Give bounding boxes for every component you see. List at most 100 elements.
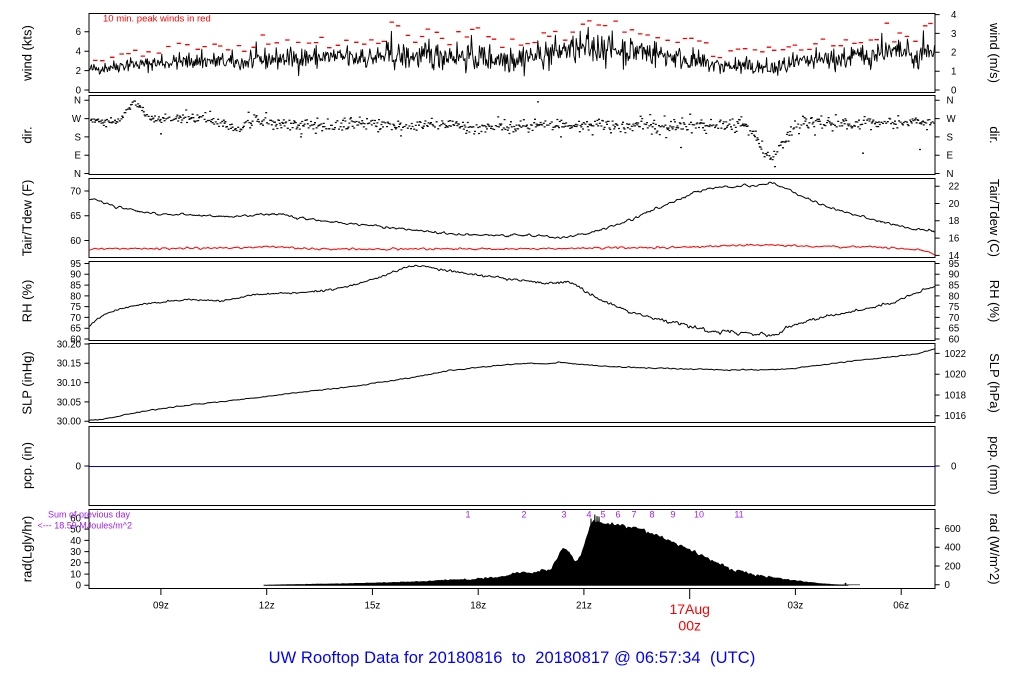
svg-text:E: E [75, 151, 82, 162]
svg-text:90: 90 [949, 270, 960, 281]
svg-text:95: 95 [70, 259, 81, 270]
svg-text:RH (%): RH (%) [20, 280, 35, 323]
svg-text:pcp. (mm): pcp. (mm) [987, 436, 1002, 495]
svg-text:2: 2 [76, 66, 81, 77]
svg-text:4: 4 [586, 510, 591, 520]
svg-text:0: 0 [945, 580, 951, 591]
svg-text:0: 0 [76, 581, 82, 592]
svg-text:0: 0 [76, 461, 82, 472]
svg-text:60: 60 [70, 334, 81, 345]
svg-text:9: 9 [670, 510, 675, 520]
svg-text:22: 22 [949, 182, 960, 193]
svg-text:W: W [947, 114, 957, 125]
svg-text:1016: 1016 [945, 411, 967, 422]
svg-text:N: N [947, 169, 954, 180]
svg-text:30.20: 30.20 [57, 339, 82, 350]
svg-text:1022: 1022 [945, 349, 967, 360]
svg-text:1: 1 [465, 510, 470, 520]
svg-text:SLP (inHg): SLP (inHg) [20, 351, 35, 414]
svg-text:Tair/Tdew (F): Tair/Tdew (F) [20, 180, 35, 257]
svg-text:400: 400 [945, 543, 962, 554]
svg-text:pcp. (in): pcp. (in) [20, 442, 35, 489]
svg-text:85: 85 [949, 281, 960, 292]
svg-text:60: 60 [70, 236, 81, 247]
svg-text:06z: 06z [893, 600, 909, 611]
svg-text:16: 16 [949, 234, 960, 245]
svg-text:1020: 1020 [945, 370, 967, 381]
svg-text:80: 80 [949, 291, 960, 302]
svg-text:6: 6 [615, 510, 620, 520]
svg-text:N: N [947, 96, 954, 107]
svg-text:20: 20 [949, 199, 960, 210]
svg-text:3: 3 [561, 510, 566, 520]
svg-text:S: S [947, 132, 954, 143]
svg-text:5: 5 [600, 510, 605, 520]
svg-text:50: 50 [70, 525, 81, 536]
svg-text:1: 1 [951, 67, 956, 78]
svg-text:65: 65 [949, 324, 960, 335]
svg-text:65: 65 [70, 324, 81, 335]
svg-text:03z: 03z [788, 600, 804, 611]
svg-text:30.05: 30.05 [57, 397, 81, 408]
svg-text:14: 14 [949, 251, 960, 262]
svg-text:10: 10 [694, 510, 704, 520]
svg-text:SLP (hPa): SLP (hPa) [987, 353, 1002, 413]
svg-text:4: 4 [76, 47, 82, 58]
svg-text:0: 0 [951, 85, 957, 96]
svg-text:75: 75 [70, 302, 81, 313]
svg-text:E: E [947, 151, 954, 162]
svg-text:60: 60 [949, 334, 960, 345]
svg-text:2: 2 [521, 510, 526, 520]
svg-text:21z: 21z [576, 600, 592, 611]
svg-text:S: S [75, 132, 82, 143]
svg-text:4: 4 [951, 10, 957, 21]
svg-text:N: N [74, 169, 81, 180]
svg-text:15z: 15z [365, 600, 381, 611]
svg-text:18: 18 [949, 216, 960, 227]
svg-text:30: 30 [70, 547, 81, 558]
svg-text:7: 7 [631, 510, 636, 520]
svg-text:75: 75 [949, 302, 960, 313]
svg-text:RH (%): RH (%) [987, 280, 1002, 323]
svg-text:0: 0 [76, 85, 82, 96]
svg-text:70: 70 [949, 313, 960, 324]
svg-text:70: 70 [70, 186, 81, 197]
svg-text:rad (W/m^2): rad (W/m^2) [987, 513, 1002, 584]
svg-text:12z: 12z [259, 600, 275, 611]
svg-text:18z: 18z [470, 600, 486, 611]
svg-text:Sum of previous day: Sum of previous day [48, 510, 131, 520]
svg-text:N: N [74, 96, 81, 107]
svg-text:90: 90 [70, 270, 81, 281]
svg-text:85: 85 [70, 281, 81, 292]
svg-text:dir.: dir. [20, 126, 35, 143]
svg-text:95: 95 [949, 259, 960, 270]
svg-text:200: 200 [945, 561, 962, 572]
svg-text:1018: 1018 [945, 390, 967, 401]
svg-text:wind (kts): wind (kts) [20, 25, 35, 82]
svg-text:09z: 09z [153, 600, 169, 611]
svg-text:80: 80 [70, 291, 81, 302]
svg-text:2: 2 [951, 48, 956, 59]
svg-text:3: 3 [951, 29, 956, 40]
svg-text:30.10: 30.10 [57, 378, 82, 389]
svg-text:600: 600 [945, 524, 962, 535]
svg-text:17Aug: 17Aug [669, 601, 709, 617]
svg-text:30.00: 30.00 [57, 417, 82, 428]
svg-text:10 min. peak winds in red: 10 min. peak winds in red [103, 13, 211, 24]
svg-text:Tair/Tdew (C): Tair/Tdew (C) [987, 179, 1002, 257]
svg-text:rad(Lgly/hr): rad(Lgly/hr) [20, 516, 35, 582]
svg-text:20: 20 [70, 558, 81, 569]
svg-text:8: 8 [649, 510, 654, 520]
svg-text:W: W [72, 114, 82, 125]
svg-text:UW Rooftop Data for 20180816: UW Rooftop Data for 20180816 to 20180817… [269, 649, 756, 667]
svg-text:dir.: dir. [987, 126, 1002, 143]
svg-text:wind (m/s): wind (m/s) [987, 22, 1002, 83]
svg-text:70: 70 [70, 313, 81, 324]
svg-text:40: 40 [70, 536, 81, 547]
svg-text:6: 6 [76, 27, 81, 38]
svg-text:11: 11 [734, 510, 743, 520]
svg-text:10: 10 [70, 570, 81, 581]
svg-text:30.15: 30.15 [57, 359, 81, 370]
svg-text:0: 0 [951, 461, 957, 472]
svg-text:<--- 18.59 MJoules/m^2: <--- 18.59 MJoules/m^2 [38, 521, 133, 531]
